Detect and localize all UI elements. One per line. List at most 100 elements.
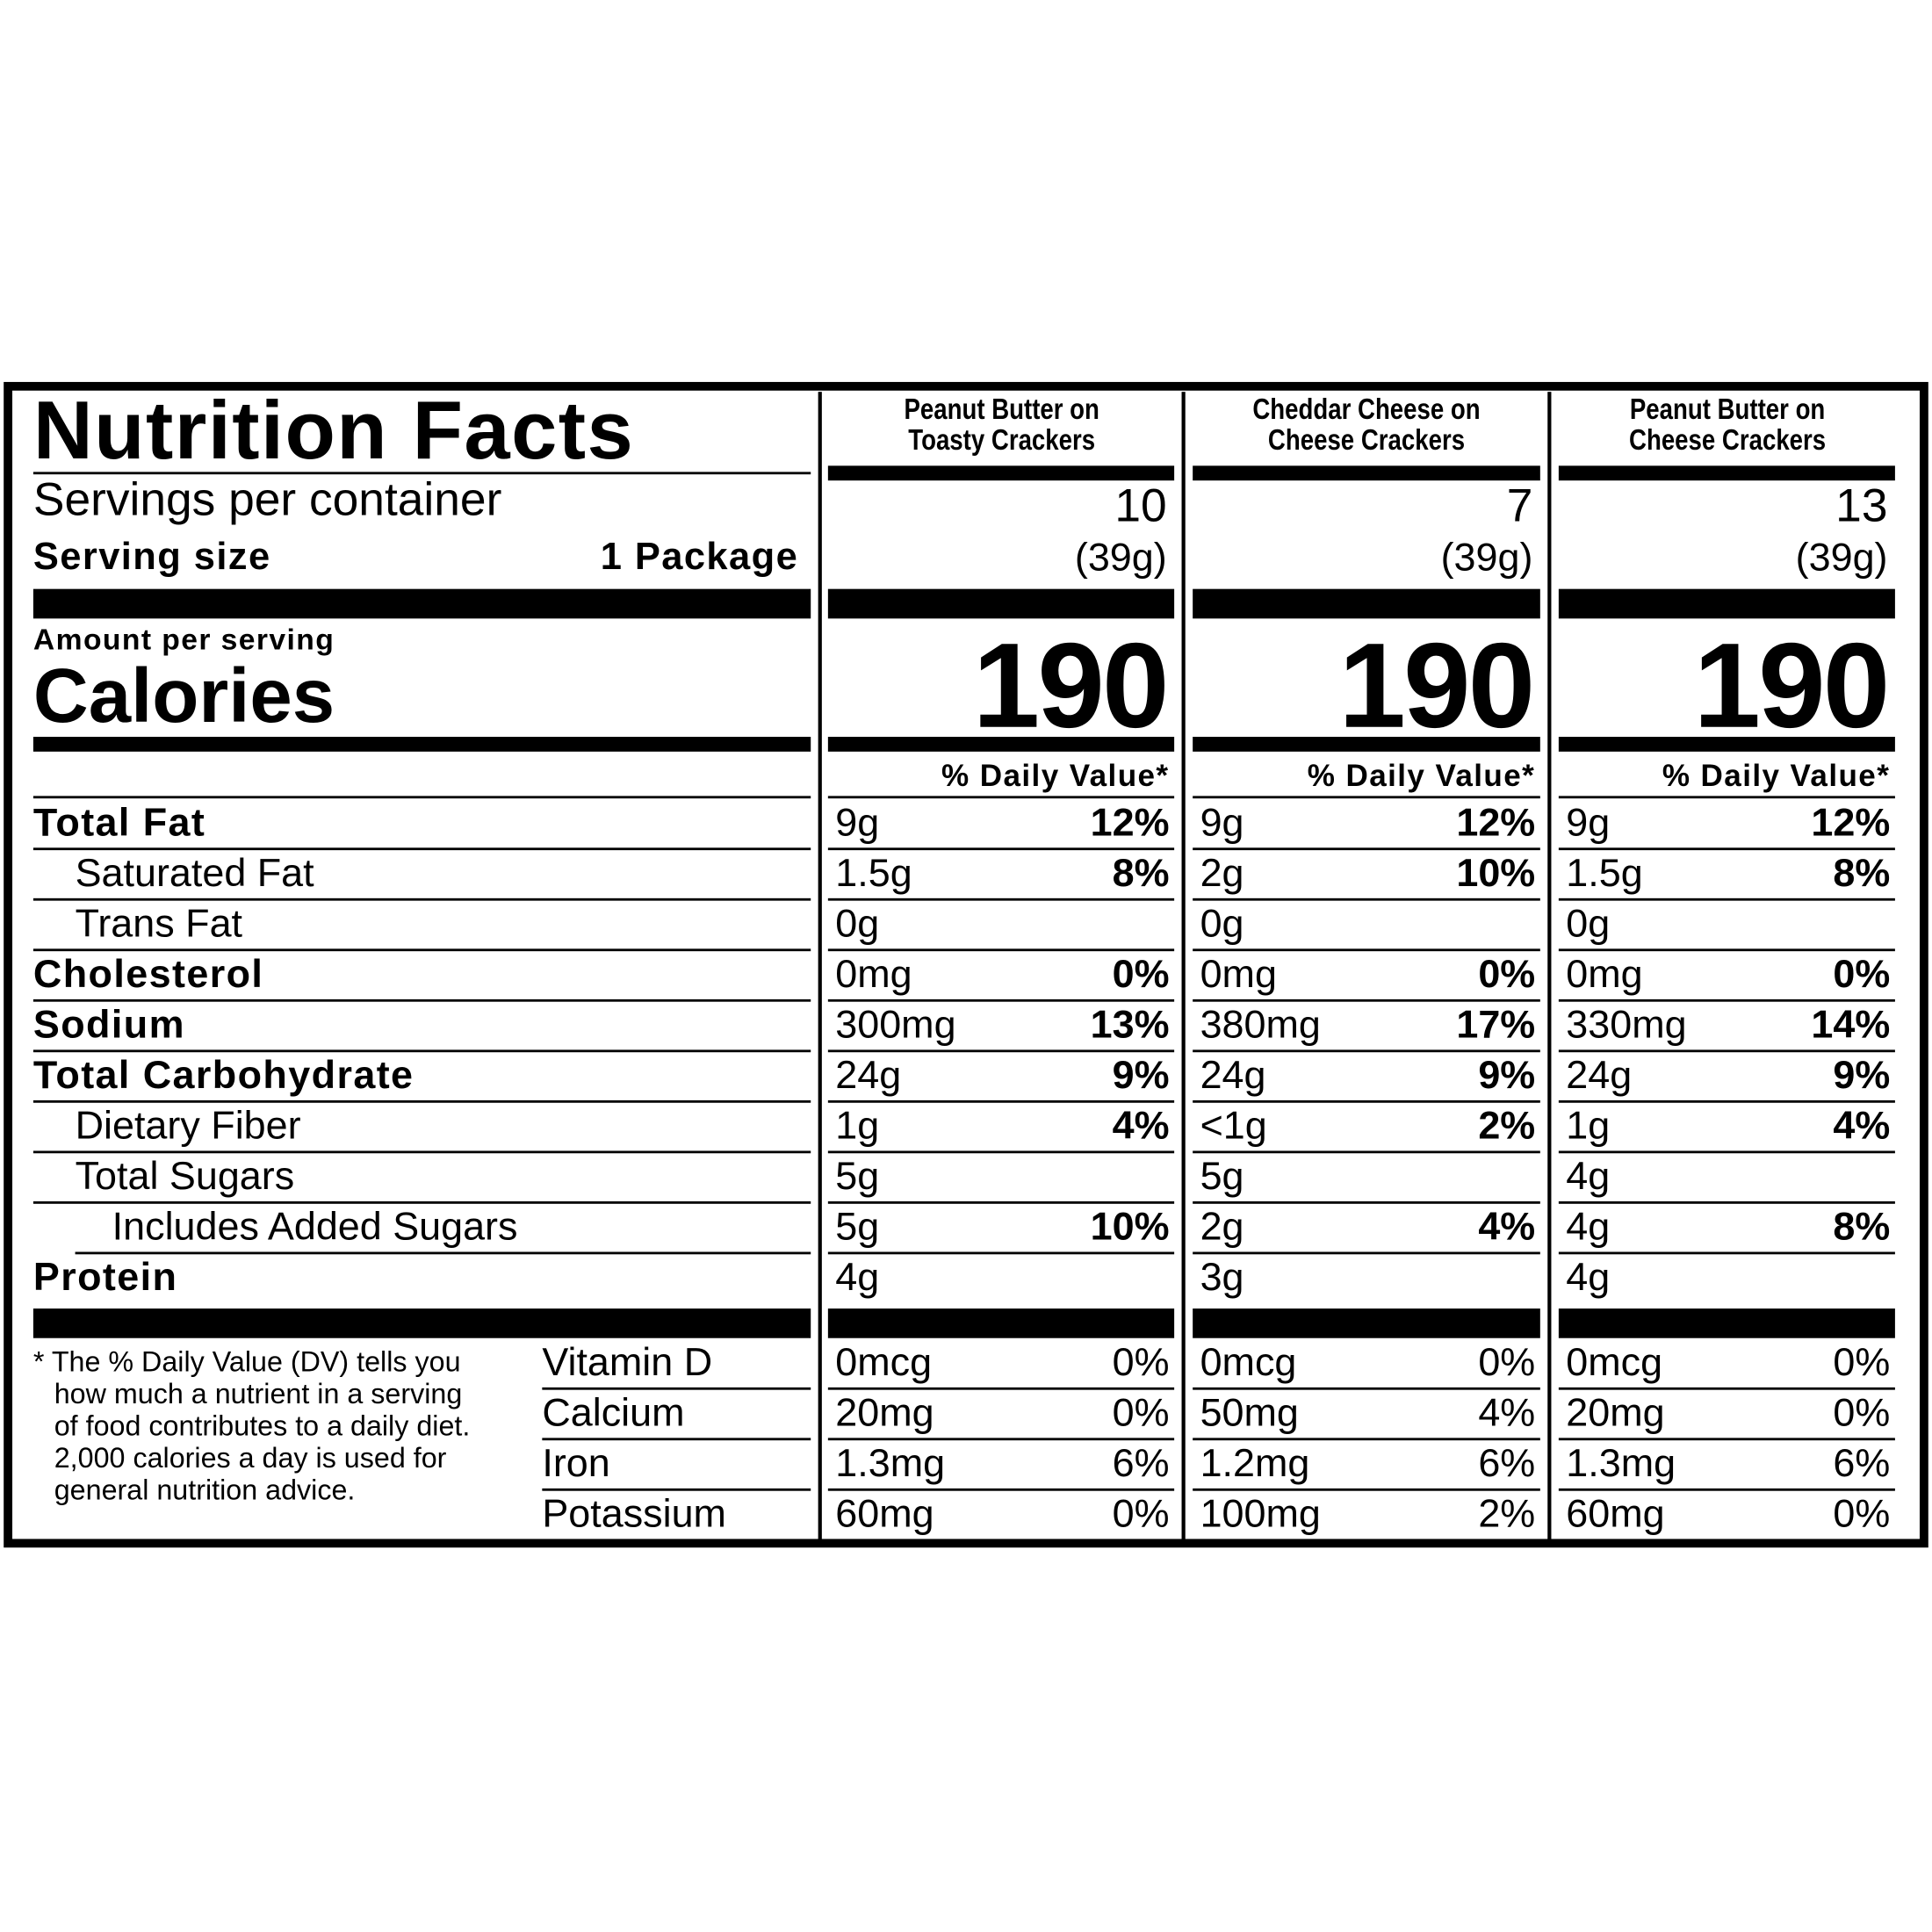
nutrient-amount: 0g — [835, 900, 880, 946]
nutrient-dv: 0% — [1112, 951, 1170, 996]
serving-weight: (39g) — [1795, 535, 1888, 580]
rule — [542, 1488, 811, 1491]
thick-bar — [1193, 1308, 1540, 1338]
vitamin-dv: 6% — [1478, 1440, 1536, 1485]
nutrient-amount: 2g — [1200, 1204, 1244, 1249]
rule — [1558, 898, 1895, 901]
nutrient-amount: 0mg — [1566, 951, 1643, 996]
rule — [1558, 998, 1895, 1002]
nutrient-dv: 9% — [1112, 1052, 1170, 1097]
nutrient-name: Protein — [32, 1254, 178, 1300]
footnote-line: how much a nutrient in a serving — [54, 1377, 463, 1410]
nutrient-amount: 1g — [1566, 1103, 1611, 1148]
nutrient-dv: 4% — [1478, 1204, 1536, 1249]
nutrient-name: Total Sugars — [75, 1153, 295, 1199]
servings-value: 13 — [1835, 480, 1888, 533]
rule — [827, 1049, 1175, 1053]
serving-weight: (39g) — [1440, 535, 1533, 580]
product-name: Toasty Crackers — [907, 424, 1095, 458]
product-name: Peanut Butter on — [903, 393, 1099, 428]
rule — [827, 1099, 1175, 1103]
medium-bar — [1193, 465, 1540, 481]
rule — [1193, 1200, 1540, 1204]
nutrient-dv: 4% — [1833, 1103, 1891, 1148]
servings-value: 7 — [1506, 480, 1533, 533]
nutrient-dv: 0% — [1478, 951, 1536, 996]
rule — [32, 998, 811, 1002]
nutrient-dv: 0% — [1833, 951, 1891, 996]
servings-value: 10 — [1114, 480, 1167, 533]
vitamin-amount: 50mg — [1200, 1389, 1299, 1435]
nutrient-amount: 2g — [1200, 850, 1244, 895]
rule — [32, 1150, 811, 1154]
vitamin-amount: 100mg — [1200, 1490, 1321, 1536]
nutrient-amount: 5g — [1200, 1153, 1244, 1199]
vitamin-dv: 6% — [1833, 1440, 1891, 1485]
rule — [1558, 1251, 1895, 1255]
vitamin-dv: 0% — [1478, 1339, 1536, 1384]
column-divider — [817, 392, 822, 1540]
vitamin-amount: 60mg — [835, 1490, 934, 1536]
vitamin-name: Potassium — [542, 1490, 726, 1536]
rule — [1193, 796, 1540, 799]
rule — [542, 1387, 811, 1390]
rule — [1193, 1099, 1540, 1103]
rule — [32, 847, 811, 851]
rule — [542, 1438, 811, 1441]
servings-label: Servings per container — [32, 474, 502, 527]
rule — [32, 796, 811, 799]
vitamin-name: Calcium — [542, 1389, 685, 1435]
nutrient-amount: 300mg — [835, 1001, 956, 1047]
label-border — [4, 381, 1928, 1548]
nutrient-amount: 1.5g — [835, 850, 912, 895]
thick-bar — [1193, 588, 1540, 619]
thick-bar — [32, 1308, 811, 1338]
nutrient-name: Dietary Fiber — [75, 1103, 301, 1148]
product-name: Peanut Butter on — [1629, 393, 1825, 428]
nutrient-amount: 1g — [835, 1103, 880, 1148]
nutrient-dv: 12% — [1811, 799, 1891, 845]
rule — [827, 1488, 1175, 1491]
rule — [1193, 998, 1540, 1002]
rule — [1193, 1438, 1540, 1441]
nutrient-name: Includes Added Sugars — [112, 1204, 518, 1249]
nutrient-amount: 9g — [1566, 799, 1611, 845]
nutrient-name: Total Fat — [32, 799, 206, 845]
rule — [827, 1438, 1175, 1441]
product-name: Cheese Crackers — [1267, 424, 1466, 458]
thick-bar — [827, 1308, 1175, 1338]
rule — [1193, 1387, 1540, 1390]
rule — [827, 796, 1175, 799]
serving-size: 1 Package — [600, 534, 799, 578]
rule — [827, 948, 1175, 952]
nutrient-amount: 5g — [835, 1204, 880, 1249]
product-name: Cheddar Cheese on — [1252, 393, 1481, 428]
rule — [1193, 847, 1540, 851]
rule — [827, 847, 1175, 851]
rule — [32, 898, 811, 901]
nutrient-amount: 4g — [1566, 1153, 1611, 1199]
nutrient-amount: 5g — [835, 1153, 880, 1199]
nutrient-amount: 0g — [1566, 900, 1611, 946]
nutrient-amount: 0g — [1200, 900, 1244, 946]
nutrient-dv: 13% — [1090, 1001, 1170, 1047]
vitamin-dv: 0% — [1833, 1490, 1891, 1536]
rule — [827, 898, 1175, 901]
thick-bar — [32, 588, 811, 619]
rule — [1193, 1251, 1540, 1255]
calories-value: 190 — [1693, 617, 1890, 753]
nutrient-dv: 17% — [1456, 1001, 1536, 1047]
serving-weight: (39g) — [1074, 535, 1167, 580]
rule — [1558, 1049, 1895, 1053]
vitamin-dv: 0% — [1112, 1389, 1170, 1435]
nutrient-amount: 9g — [1200, 799, 1244, 845]
nutrient-dv: 2% — [1478, 1103, 1536, 1148]
rule — [1558, 1150, 1895, 1154]
rule — [827, 1387, 1175, 1390]
calories-label: Calories — [32, 653, 335, 739]
daily-value-label: % Daily Value* — [1307, 758, 1536, 794]
rule — [1558, 1488, 1895, 1491]
nutrient-amount: 0mg — [835, 951, 912, 996]
